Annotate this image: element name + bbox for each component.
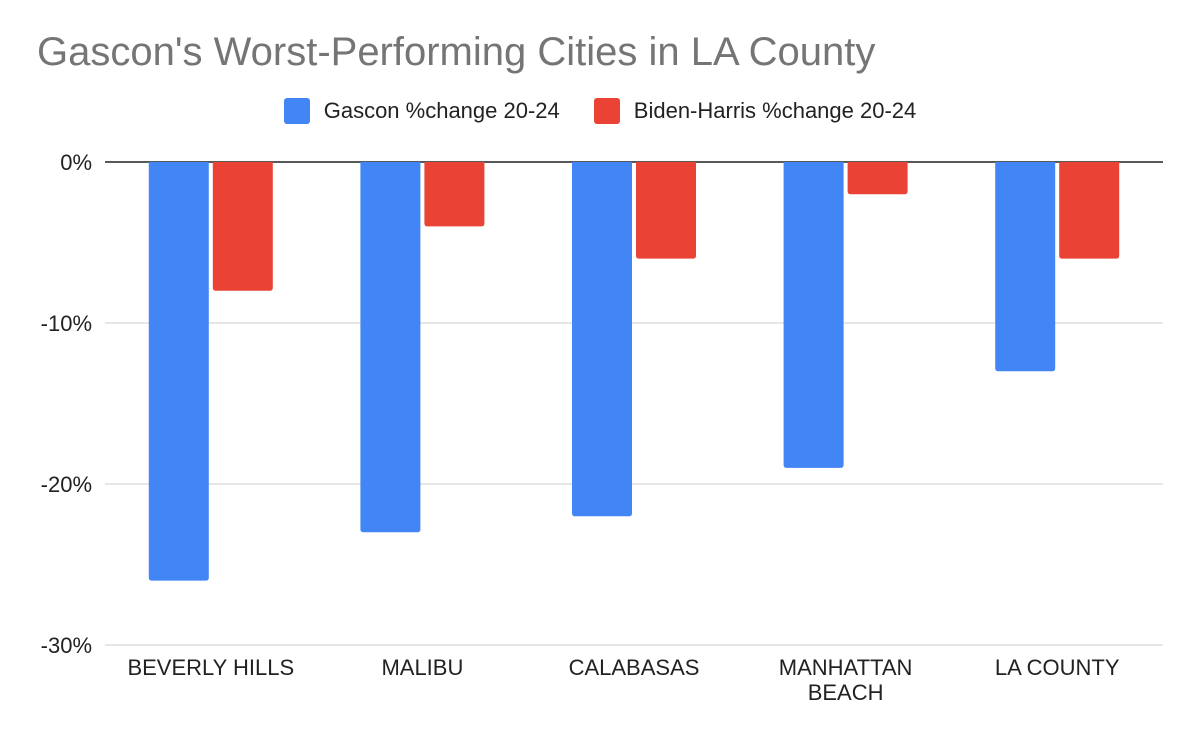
legend-label-gascon: Gascon %change 20-24 [323, 98, 560, 123]
x-category-label: BEACH [808, 680, 884, 705]
bar-biden-harris [636, 162, 696, 259]
legend-entry-gascon: Gascon %change 20-24 [283, 98, 560, 124]
x-category-label: MALIBU [381, 655, 463, 680]
legend-label-biden-harris: Biden-Harris %change 20-24 [633, 98, 917, 123]
y-tick-label: -10% [41, 311, 92, 336]
bar-gascon [572, 162, 632, 517]
bar-biden-harris [424, 162, 485, 227]
legend-swatch-biden-harris [593, 98, 620, 124]
bar-biden-harris [1059, 162, 1120, 259]
bar-gascon [148, 162, 209, 581]
y-tick-label: -30% [41, 633, 92, 658]
y-tick-label: 0% [60, 150, 92, 175]
bar-biden-harris [847, 162, 908, 195]
bar-biden-harris [212, 162, 273, 291]
chart-title: Gascon's Worst-Performing Cities in LA C… [37, 30, 876, 74]
bar-gascon [995, 162, 1056, 372]
x-category-label: LA COUNTY [995, 655, 1120, 680]
legend-swatch-gascon [283, 98, 310, 124]
x-category-label: CALABASAS [569, 655, 700, 680]
bar-gascon [783, 162, 844, 468]
y-tick-label: -20% [41, 472, 92, 497]
bar-gascon [360, 162, 421, 533]
x-category-label: MANHATTAN [779, 655, 913, 680]
legend: Gascon %change 20-24 Biden-Harris %chang… [0, 98, 1200, 124]
legend-entry-biden-harris: Biden-Harris %change 20-24 [593, 98, 917, 124]
x-category-label: BEVERLY HILLS [127, 655, 294, 680]
